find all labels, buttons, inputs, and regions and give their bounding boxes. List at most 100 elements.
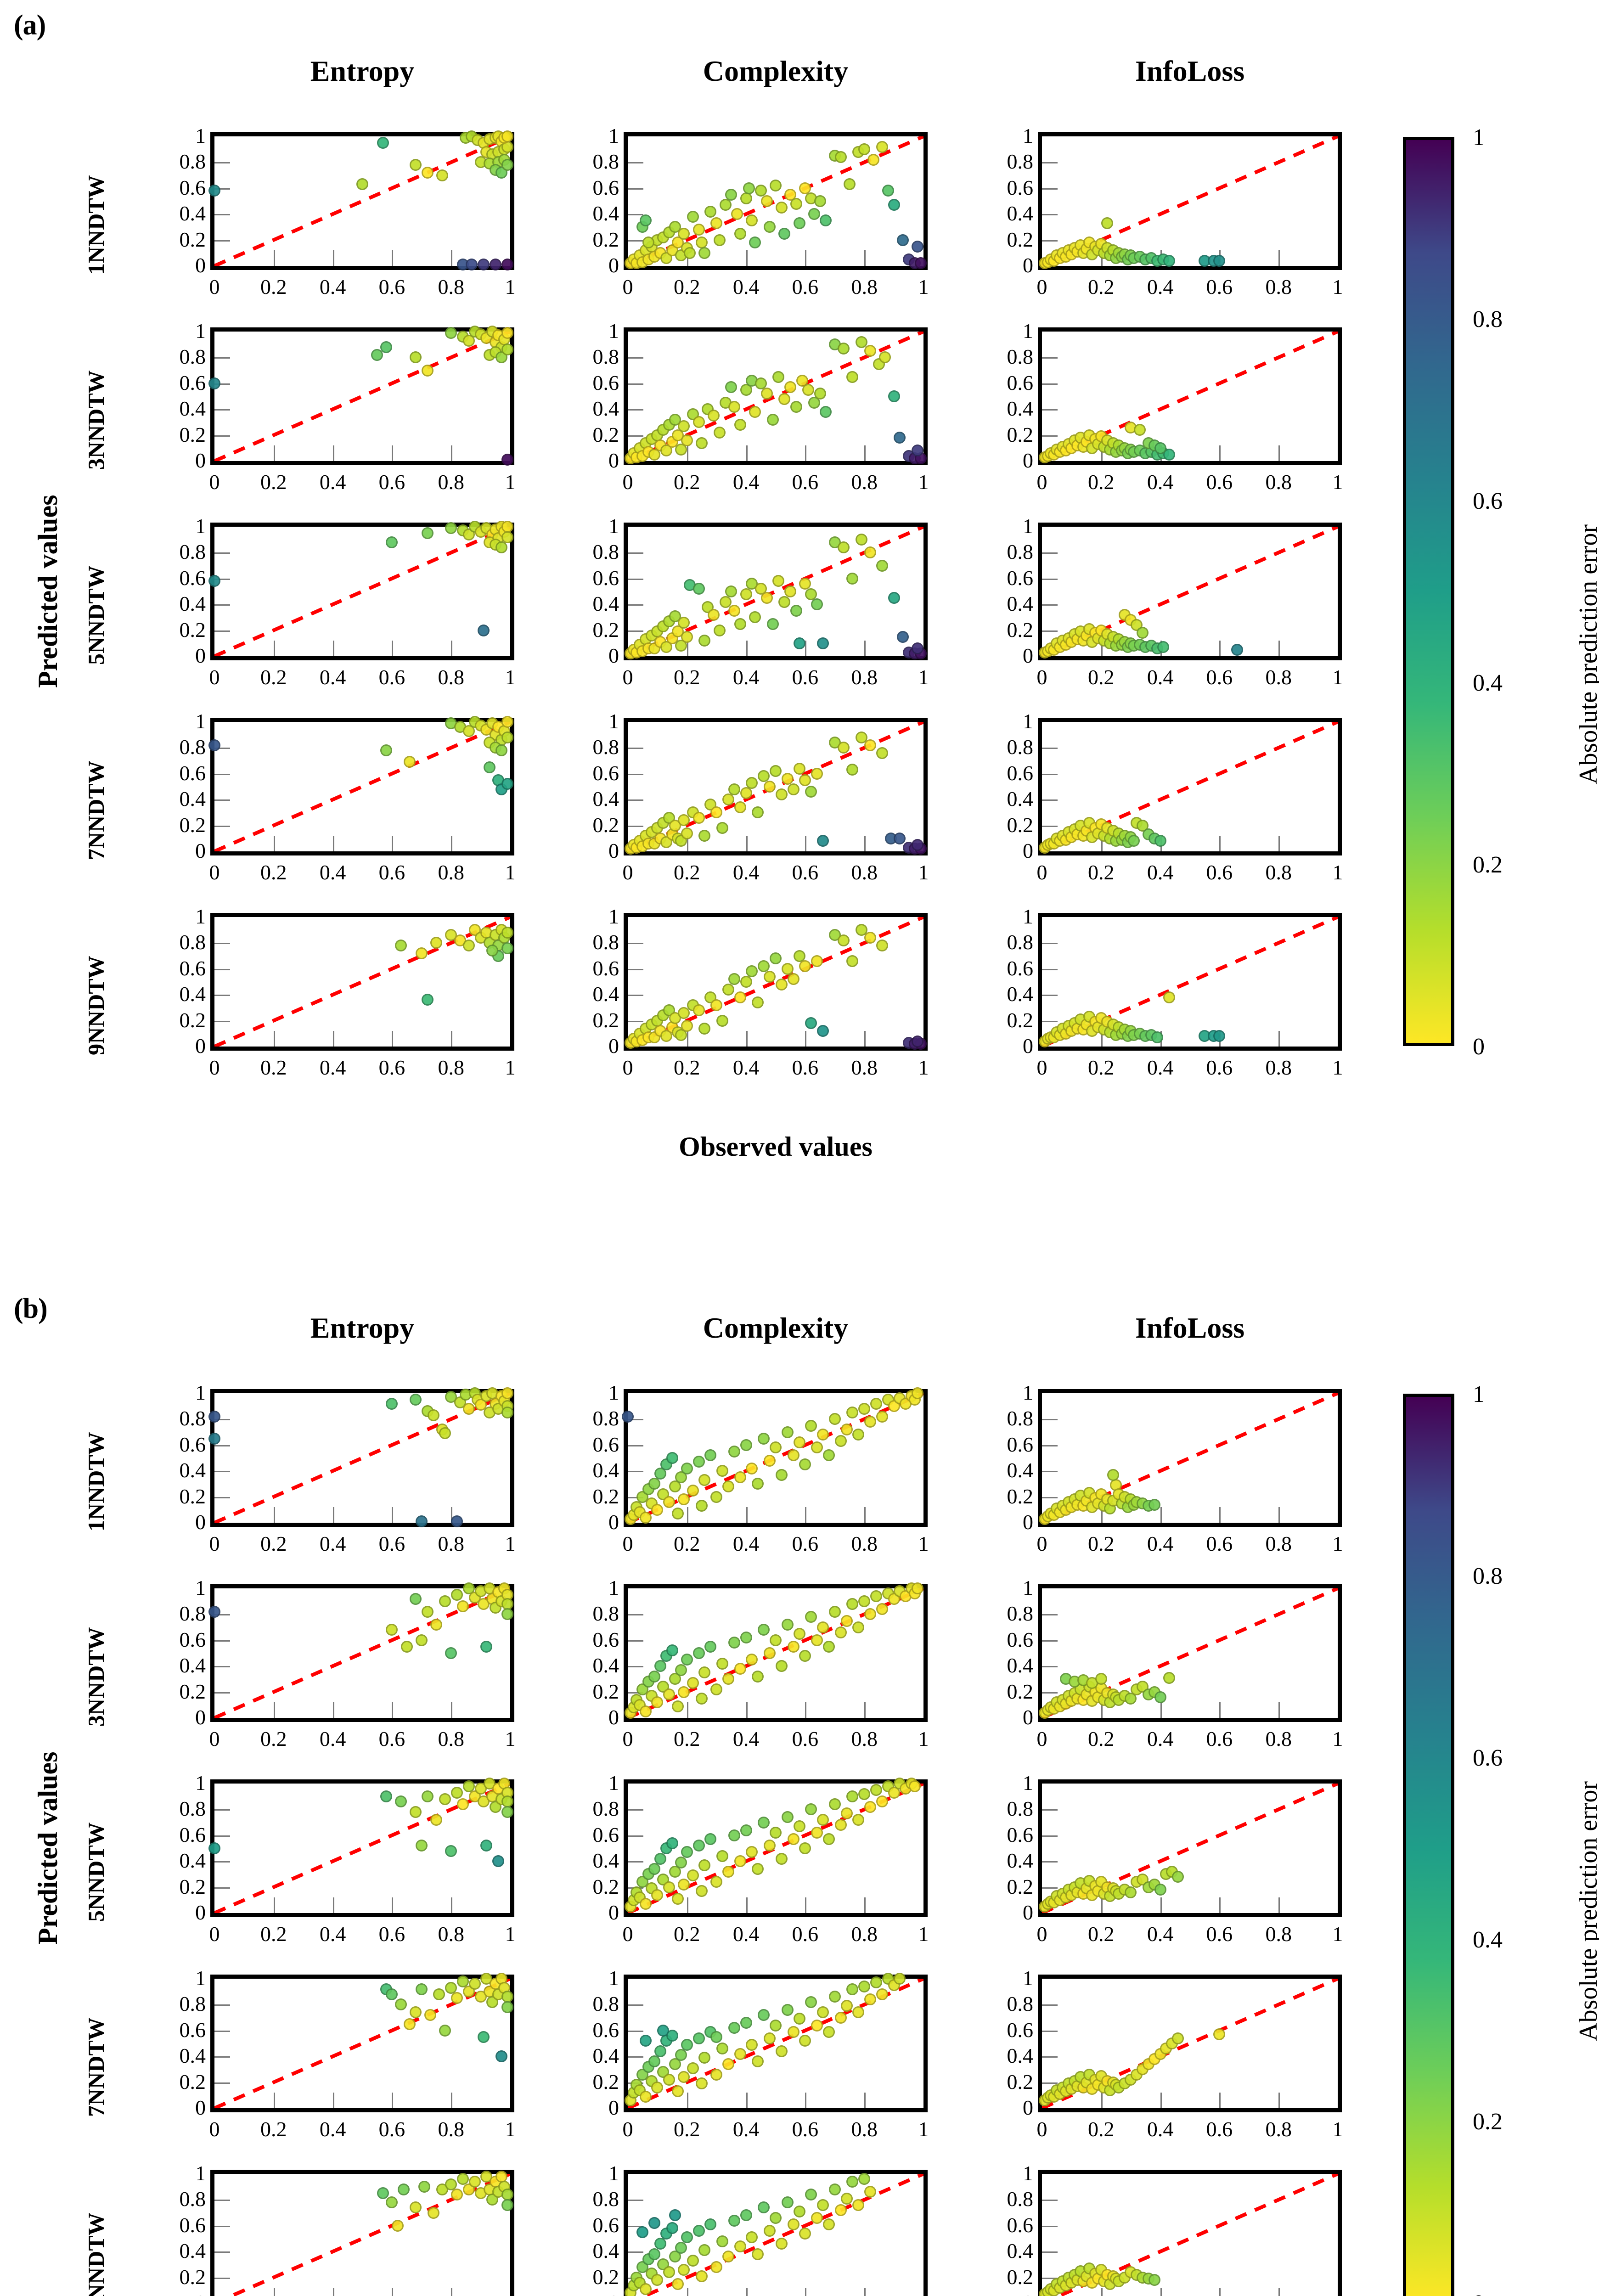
x-tick-mark	[864, 1507, 866, 1523]
data-point	[876, 1410, 888, 1423]
x-tick-label: 0	[209, 1056, 220, 1079]
data-point	[436, 169, 448, 181]
x-tick-label: 0.6	[792, 1056, 819, 1079]
y-tick-label: 0	[608, 1901, 619, 1924]
x-tick-mark	[451, 1897, 453, 1913]
x-tick-label: 1	[1332, 1922, 1343, 1946]
data-point	[663, 1881, 676, 1893]
data-point	[439, 1427, 451, 1440]
data-point	[772, 575, 785, 587]
y-tick-mark	[1042, 188, 1058, 190]
y-tick-label: 0.4	[1007, 2239, 1034, 2263]
y-tick-label: 1	[608, 905, 619, 928]
x-tick-label: 0	[622, 2117, 633, 2141]
y-tick-mark	[214, 2004, 230, 2006]
data-point	[501, 2199, 513, 2211]
plot-area	[1039, 1588, 1338, 1719]
x-tick-label: 0.4	[732, 1532, 760, 1555]
column-title-complexity: Complexity	[703, 55, 849, 87]
y-tick-label: 0.4	[179, 982, 206, 1006]
x-tick-label: 0.2	[674, 1532, 700, 1555]
data-point	[793, 1820, 805, 1833]
plot-axes-a-2-infoloss	[1038, 327, 1342, 465]
x-tick-label: 0	[622, 861, 633, 884]
data-point	[1163, 1671, 1175, 1684]
plot-area	[1039, 527, 1338, 658]
data-point	[208, 739, 220, 751]
y-tick-label: 0.4	[179, 1458, 206, 1482]
x-tick-label: 1	[505, 861, 516, 884]
x-tick-label: 0.6	[1206, 1056, 1233, 1079]
x-tick-label: 0.8	[1265, 275, 1292, 298]
data-point	[208, 575, 220, 587]
data-point	[787, 1640, 800, 1653]
y-tick-label: 0.4	[592, 982, 619, 1006]
x-tick-label: 0.2	[1088, 861, 1115, 884]
x-tick-mark	[1101, 2288, 1103, 2296]
x-tick-label: 1	[918, 861, 929, 884]
data-point	[914, 257, 927, 270]
y-tick-mark	[214, 799, 230, 801]
data-point	[781, 1618, 794, 1631]
y-tick-mark	[214, 1835, 230, 1837]
x-tick-label: 1	[1332, 2117, 1343, 2141]
x-tick-mark	[332, 836, 334, 851]
data-point	[687, 1484, 699, 1497]
y-tick-label: 0.6	[1007, 2213, 1034, 2237]
data-point	[758, 1624, 770, 1636]
x-tick-label: 0.4	[1147, 1922, 1174, 1946]
data-point	[409, 1394, 422, 1406]
y-tick-mark	[628, 604, 643, 606]
y-tick-label: 0.4	[179, 2044, 206, 2068]
data-point	[817, 2199, 829, 2211]
y-tick-mark	[1042, 2225, 1058, 2227]
data-point	[793, 217, 805, 229]
plot-area	[1039, 332, 1338, 463]
data-point	[657, 2024, 670, 2037]
y-tick-mark	[214, 1640, 230, 1642]
x-tick-label: 0.6	[1206, 861, 1233, 884]
y-tick-mark	[214, 825, 230, 827]
x-tick-label: 0.4	[319, 861, 346, 884]
y-tick-label: 0.4	[179, 202, 206, 225]
data-point	[421, 364, 434, 377]
x-tick-label: 0.6	[792, 665, 819, 689]
data-point	[793, 637, 805, 649]
x-tick-label: 0.2	[260, 2117, 287, 2141]
row-label-3nndtw-b: 3NNDTW	[83, 1627, 109, 1727]
data-point	[386, 1624, 398, 1636]
y-tick-mark	[628, 968, 643, 970]
y-tick-mark	[1042, 943, 1058, 945]
x-tick-label: 0.6	[1206, 1532, 1233, 1555]
data-point	[421, 166, 434, 179]
data-point	[678, 2071, 690, 2083]
x-tick-label: 0.8	[851, 665, 878, 689]
y-tick-label: 0.8	[1007, 1992, 1034, 2016]
data-point	[409, 2006, 422, 2019]
data-point	[208, 185, 220, 197]
y-tick-label: 0.6	[1007, 175, 1034, 199]
x-tick-mark	[687, 445, 688, 461]
data-point	[740, 1824, 752, 1836]
data-point	[1101, 217, 1113, 229]
data-point	[1148, 1498, 1160, 1511]
data-point	[740, 588, 752, 600]
data-point	[648, 1863, 660, 1875]
x-tick-label: 0	[1036, 2117, 1047, 2141]
data-point	[876, 940, 888, 952]
y-tick-label: 0.6	[1007, 761, 1034, 785]
y-tick-label: 0.6	[592, 1627, 619, 1651]
x-tick-label: 0.2	[674, 2117, 700, 2141]
data-point	[1213, 2028, 1226, 2041]
data-point	[722, 1673, 734, 1685]
x-tick-mark	[273, 836, 275, 851]
x-tick-mark	[746, 2093, 748, 2108]
data-point	[728, 973, 740, 985]
data-point	[704, 1640, 717, 1653]
y-tick-label: 0.6	[592, 761, 619, 785]
data-point	[648, 448, 660, 461]
y-tick-label: 0.2	[592, 1008, 619, 1032]
data-point	[451, 1515, 463, 1528]
x-tick-label: 0.2	[260, 665, 287, 689]
data-point	[445, 2178, 457, 2190]
